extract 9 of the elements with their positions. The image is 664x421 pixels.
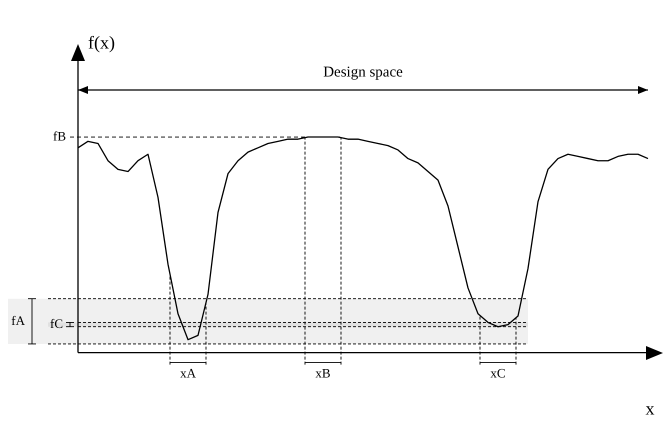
ref-line-label: fB [53,128,66,144]
annotation: xA [180,366,197,381]
x-axis-title: x [646,398,654,419]
band-label: fA [11,312,26,328]
text: xB [315,366,331,381]
band-label: fC [50,316,63,331]
annotation: xC [490,366,506,381]
text: Design space [323,64,404,80]
y-axis-title: f(x) [88,32,115,53]
